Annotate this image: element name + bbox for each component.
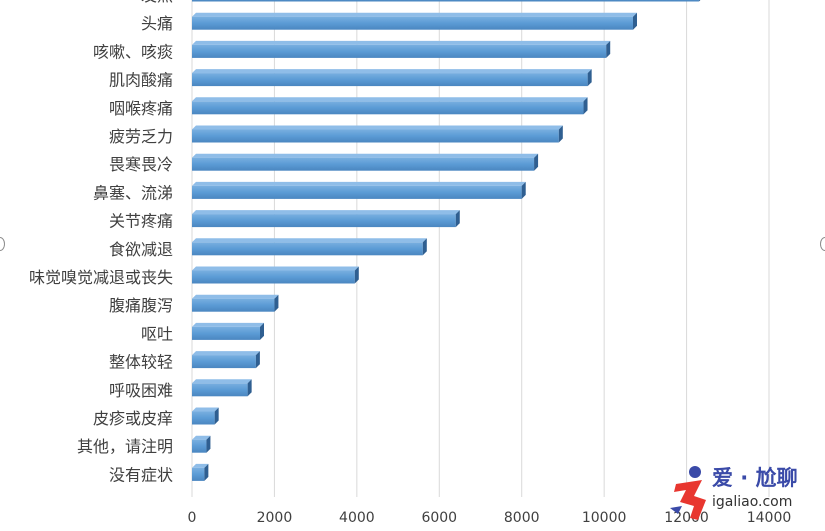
resize-handle-right[interactable] — [820, 237, 825, 251]
category-label: 发热 — [141, 0, 173, 5]
category-label: 皮疹或皮痒 — [93, 409, 173, 428]
watermark-logo-icon — [670, 466, 706, 520]
bar — [192, 294, 279, 312]
bar — [192, 12, 637, 30]
bar — [192, 0, 701, 2]
category-label: 其他，请注明 — [77, 437, 173, 456]
bar — [192, 322, 265, 340]
watermark: 爱 · 尬聊 igaliao.com — [668, 462, 818, 524]
x-tick-label: 14000 — [747, 510, 792, 526]
category-label: 咳嗽、咳痰 — [93, 42, 173, 61]
bar — [192, 238, 427, 256]
x-tick-label: 8000 — [504, 510, 540, 526]
category-labels: 发热头痛咳嗽、咳痰肌肉酸痛咽喉疼痛疲劳乏力畏寒畏冷鼻塞、流涕关节疼痛食欲减退味觉… — [29, 0, 173, 484]
category-label: 咽喉疼痛 — [109, 99, 173, 118]
watermark-url: igaliao.com — [712, 494, 793, 510]
category-label: 腹痛腹泻 — [109, 296, 173, 315]
x-tick-label: 6000 — [421, 510, 457, 526]
bar — [192, 97, 588, 115]
bar — [192, 463, 209, 481]
category-label: 疲劳乏力 — [109, 127, 173, 146]
bar — [192, 266, 359, 284]
bar — [192, 40, 611, 58]
category-label: 呕吐 — [141, 324, 173, 343]
category-label: 畏寒畏冷 — [109, 155, 173, 174]
bar — [192, 435, 211, 453]
category-label: 鼻塞、流涕 — [93, 183, 173, 202]
category-label: 头痛 — [141, 14, 173, 33]
bar — [192, 125, 563, 143]
category-label: 肌肉酸痛 — [109, 71, 173, 90]
category-label: 整体较轻 — [109, 353, 173, 372]
bars — [192, 0, 701, 481]
bar — [192, 181, 526, 199]
bar — [192, 351, 260, 369]
category-label: 呼吸困难 — [109, 381, 173, 400]
category-label: 味觉嗅觉减退或丧失 — [29, 268, 173, 287]
category-label: 食欲减退 — [109, 240, 173, 259]
category-label: 没有症状 — [109, 465, 173, 484]
category-label: 关节疼痛 — [109, 212, 173, 231]
watermark-title: 爱 · 尬聊 — [712, 466, 798, 490]
x-tick-labels: 0 2000 4000 6000 8000 10000 12000 14000 — [188, 510, 792, 526]
x-tick-label: 10000 — [582, 510, 627, 526]
bar — [192, 379, 252, 397]
bar — [192, 210, 460, 228]
x-tick-label: 4000 — [339, 510, 375, 526]
bar — [192, 407, 219, 425]
x-tick-label: 2000 — [257, 510, 293, 526]
bar — [192, 153, 539, 171]
x-tick-label: 0 — [188, 510, 197, 526]
bar — [192, 69, 592, 87]
